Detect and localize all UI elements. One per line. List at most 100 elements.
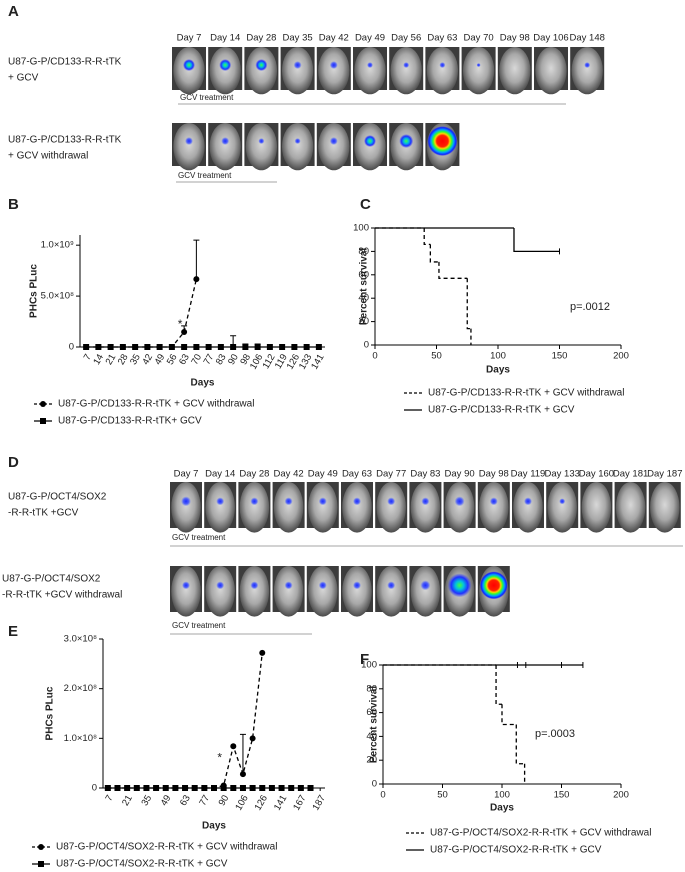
y-tick-label: 100 (353, 223, 369, 234)
day-label: Day 42 (319, 33, 349, 44)
day-label: Day 35 (283, 33, 313, 44)
marker (40, 401, 46, 407)
survival-step (466, 278, 471, 330)
y-tick-label: 60 (366, 707, 377, 718)
signal (216, 497, 225, 506)
signal (420, 580, 431, 591)
mouse-head (281, 47, 314, 95)
day-label: Day 90 (445, 469, 475, 480)
mouse-head (342, 482, 372, 533)
day-label: Day 77 (376, 469, 406, 480)
survival-step (515, 724, 525, 765)
signal (427, 126, 458, 157)
x-tick-label: 42 (140, 352, 155, 367)
row-label: + GCV withdrawal (8, 151, 88, 162)
marker (38, 844, 44, 850)
marker (182, 785, 189, 791)
y-tick-label: 80 (366, 683, 377, 694)
signal (183, 59, 195, 72)
signal (284, 581, 293, 590)
marker (230, 785, 237, 791)
mouse-head (615, 482, 646, 533)
day-label: Day 98 (479, 469, 509, 480)
x-tick-label: 21 (104, 352, 119, 367)
marker (193, 276, 200, 283)
y-tick-label: 0 (69, 342, 74, 353)
x-tick-label: 63 (178, 793, 193, 808)
legend-label: U87-G-P/OCT4/SOX2-R-R-tTK + GCV withdraw… (56, 842, 277, 853)
marker (303, 344, 310, 350)
marker (249, 735, 256, 742)
marker (239, 771, 246, 778)
marker (278, 785, 285, 791)
mouse-head (462, 47, 495, 95)
mouse-head (205, 482, 235, 533)
y-tick-label: 1.0×10⁸ (64, 733, 97, 744)
marker (205, 344, 212, 350)
day-label: Day 119 (511, 469, 546, 480)
mouse-head (547, 482, 577, 533)
signal (258, 138, 265, 145)
signal (387, 497, 396, 506)
signal (181, 496, 191, 507)
marker (40, 418, 46, 424)
marker (172, 785, 179, 791)
day-label: Day 148 (570, 33, 605, 44)
signal (439, 62, 446, 69)
mouse-head (308, 482, 338, 533)
mouse-head (650, 482, 680, 533)
y-tick-label: 100 (361, 660, 377, 671)
mouse-head (171, 566, 201, 617)
x-tick-label: 7 (82, 352, 94, 362)
x-tick-label: 100 (490, 351, 506, 362)
mouse-head (513, 482, 543, 533)
x-tick-label: 77 (202, 352, 217, 367)
mouse-head (308, 566, 338, 617)
signal (447, 573, 472, 598)
marker (217, 344, 224, 350)
marker (266, 344, 273, 350)
mouse-head (535, 47, 567, 95)
signal (250, 497, 259, 506)
day-label: Day 160 (579, 469, 614, 480)
legend-label: U87-G-P/CD133-R-R-tTK+ GCV (58, 416, 202, 427)
y-tick-label: 3.0×10⁸ (64, 634, 97, 645)
mouse-head (376, 482, 406, 533)
y-tick-label: 80 (358, 246, 369, 257)
x-tick-label: 90 (217, 793, 232, 808)
row-label: U87-G-P/CD133-R-R-tTK (8, 135, 122, 146)
marker (119, 344, 126, 350)
mouse-head (410, 566, 441, 617)
mouse-head (444, 482, 475, 533)
mouse-head (281, 122, 314, 171)
signal (294, 138, 301, 145)
signal (185, 137, 193, 146)
row-label: + GCV (8, 73, 39, 84)
survival-step (438, 261, 468, 279)
mouse-head (354, 47, 386, 95)
marker (201, 785, 208, 791)
day-label: Day 63 (342, 469, 372, 480)
x-tick-label: 35 (128, 352, 143, 367)
signal (216, 581, 225, 590)
signal (421, 497, 430, 506)
marker (144, 344, 151, 350)
y-axis-label: PHCs PLuc (45, 686, 56, 740)
treatment-label: GCV treatment (180, 93, 234, 102)
y-axis-label: Percent survival (359, 248, 370, 325)
legend-label: U87-G-P/CD133-R-R-tTK + GCV withdrawal (428, 388, 624, 399)
annotation: p=.0012 (570, 301, 610, 313)
day-label: Day 7 (177, 33, 202, 44)
marker (162, 785, 169, 791)
x-tick-label: 187 (310, 793, 327, 812)
signal (219, 59, 232, 72)
survival-step (429, 244, 439, 263)
survival-step (501, 704, 517, 726)
x-axis-label: Days (202, 821, 226, 832)
x-tick-label: 0 (380, 790, 385, 801)
marker (107, 344, 114, 350)
signal (293, 61, 302, 70)
marker (83, 344, 90, 350)
x-tick-label: 56 (165, 352, 180, 367)
